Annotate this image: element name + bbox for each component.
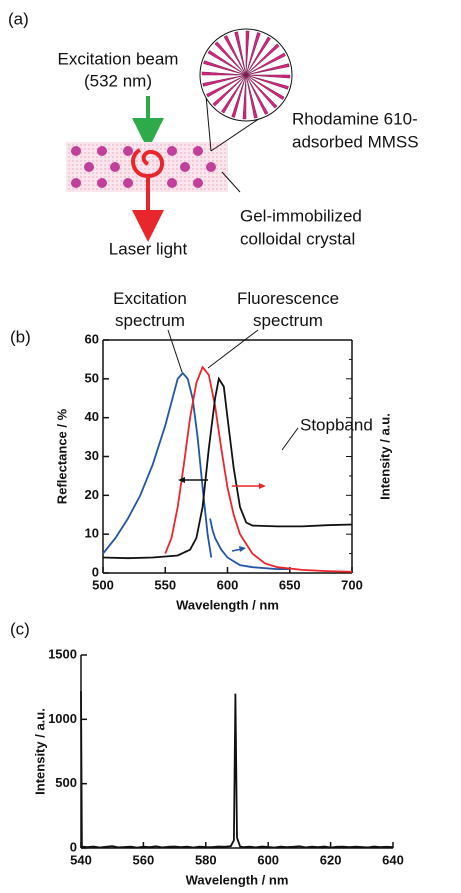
leader: [207, 329, 259, 369]
y-tick-label: 0: [70, 839, 77, 854]
spoke: [234, 31, 247, 76]
x-tick-label: 700: [341, 577, 363, 592]
label: (532 nm): [84, 71, 152, 90]
x-tick-label: 600: [217, 577, 239, 592]
spokes: [201, 30, 291, 120]
leader: [221, 171, 241, 193]
spoke: [221, 74, 247, 114]
y2-axis-label: Intensity / a.u.: [377, 413, 392, 500]
spoke: [214, 41, 247, 76]
x-tick-label: 550: [154, 577, 176, 592]
series-line: [209, 518, 290, 570]
x-tick-label: 580: [195, 852, 217, 867]
spoke: [202, 74, 247, 87]
leader: [167, 329, 183, 373]
x-tick-label: 560: [133, 852, 155, 867]
annotation: Stopband: [300, 415, 373, 434]
label: Rhodamine 610-: [292, 109, 418, 128]
spoke: [212, 74, 247, 107]
spoke: [231, 74, 247, 118]
panel-label: (b): [10, 327, 31, 346]
y-tick-label: 500: [55, 775, 77, 790]
series-line: [164, 365, 353, 573]
y-tick-label: 40: [85, 409, 99, 424]
y-tick-label: 1000: [48, 711, 77, 726]
spoke: [245, 36, 271, 76]
spoke: [245, 52, 286, 76]
arrowhead: [259, 483, 266, 489]
x-tick-label: 600: [257, 852, 279, 867]
spoke: [203, 60, 247, 76]
series-line: [102, 371, 213, 558]
arrowhead: [239, 546, 246, 552]
y-tick-label: 20: [85, 487, 99, 502]
series-line: [102, 376, 353, 560]
panel-label: (c): [10, 619, 30, 638]
label: adsorbed MMSS: [292, 132, 419, 151]
y-tick-label: 10: [85, 526, 99, 541]
x-tick-label: 620: [320, 852, 342, 867]
feedback-loop: [131, 148, 164, 179]
spoke: [245, 43, 280, 76]
spoke: [201, 71, 247, 76]
spoke: [245, 30, 250, 76]
panel-label: (a): [8, 9, 29, 28]
series-label: Fluorescence spectrum: [237, 289, 339, 330]
spoke: [245, 74, 289, 90]
spoke: [245, 32, 261, 76]
spoke: [245, 74, 278, 109]
panel-a: (a) Excitation beam (532 nm) Laser light…: [8, 9, 419, 258]
y-axis-label: Intensity / a.u.: [32, 708, 47, 795]
spoke: [245, 74, 291, 79]
label: Excitation beam: [58, 49, 179, 68]
label: Gel-immobilized: [240, 206, 362, 225]
spoke: [242, 74, 247, 120]
label: Laser light: [109, 239, 188, 258]
series-label: Excitation spectrum: [113, 289, 187, 330]
leader: [281, 427, 299, 451]
arrowhead: [178, 477, 185, 483]
x-tick-label: 500: [92, 577, 114, 592]
spoke: [245, 74, 285, 100]
x-tick-label: 640: [382, 852, 404, 867]
y-tick-label: 50: [85, 370, 99, 385]
y-tick-label: 1500: [48, 646, 77, 661]
x-tick-label: 540: [70, 852, 92, 867]
x-axis-label: Wavelength / nm: [176, 597, 279, 612]
spoke: [245, 63, 290, 76]
spoke: [245, 74, 269, 115]
label: colloidal crystal: [240, 229, 355, 248]
spoke: [223, 35, 247, 76]
spoke: [207, 50, 247, 76]
x-axis-label: Wavelength / nm: [186, 872, 289, 887]
y-tick-label: 60: [85, 331, 99, 346]
particles: [71, 146, 216, 188]
y-tick-label: 0: [92, 564, 99, 579]
y-tick-label: 30: [85, 448, 99, 463]
x-tick-label: 650: [279, 577, 301, 592]
series-line: [80, 690, 394, 849]
y-axis-label: Reflectance / %: [54, 408, 69, 504]
spoke: [245, 74, 258, 119]
spoke: [206, 74, 247, 98]
